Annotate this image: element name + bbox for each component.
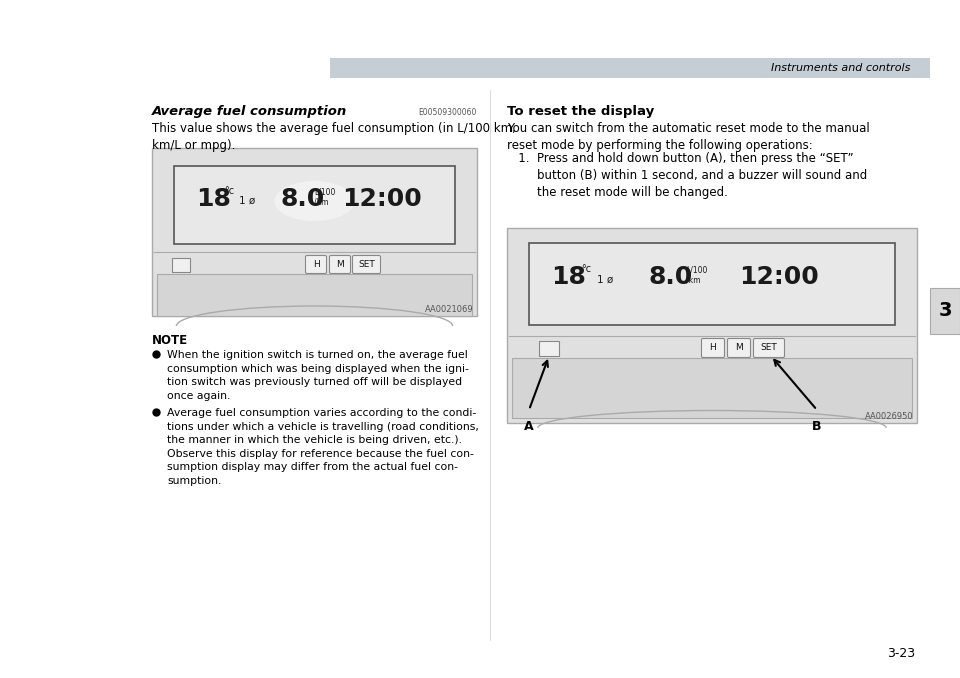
Bar bbox=[512, 358, 912, 418]
Text: AA0026950: AA0026950 bbox=[865, 412, 914, 421]
Text: 1 ø: 1 ø bbox=[597, 275, 613, 285]
Text: 12:00: 12:00 bbox=[739, 266, 819, 290]
FancyBboxPatch shape bbox=[305, 256, 326, 273]
Text: /km: /km bbox=[686, 276, 701, 285]
Text: E00509300060: E00509300060 bbox=[419, 108, 477, 117]
Text: 3-23: 3-23 bbox=[887, 647, 915, 660]
Text: This value shows the average fuel consumption (in L/100 km,
km/L or mpg).: This value shows the average fuel consum… bbox=[152, 122, 516, 152]
Text: 8.0: 8.0 bbox=[649, 266, 693, 290]
FancyBboxPatch shape bbox=[702, 338, 725, 357]
Text: 18: 18 bbox=[196, 186, 230, 211]
Text: M: M bbox=[336, 260, 344, 269]
Bar bbox=[172, 258, 190, 272]
FancyBboxPatch shape bbox=[329, 256, 350, 273]
Bar bbox=[539, 341, 559, 356]
Text: Average fuel consumption: Average fuel consumption bbox=[152, 105, 348, 118]
Text: L/100: L/100 bbox=[686, 266, 708, 275]
Text: 12:00: 12:00 bbox=[342, 186, 421, 211]
Bar bbox=[157, 274, 472, 316]
Text: You can switch from the automatic reset mode to the manual
reset mode by perform: You can switch from the automatic reset … bbox=[507, 122, 870, 152]
Text: When the ignition switch is turned on, the average fuel
consumption which was be: When the ignition switch is turned on, t… bbox=[167, 350, 468, 401]
Text: M: M bbox=[735, 344, 743, 353]
Text: A: A bbox=[524, 420, 534, 433]
Text: 18: 18 bbox=[551, 266, 586, 290]
Text: SET: SET bbox=[760, 344, 778, 353]
Text: Average fuel consumption varies according to the condi-
tions under which a vehi: Average fuel consumption varies accordin… bbox=[167, 408, 479, 486]
Text: B: B bbox=[812, 420, 822, 433]
Text: SET: SET bbox=[358, 260, 374, 269]
Bar bbox=[507, 228, 917, 423]
Text: 1.  Press and hold down button (A), then press the “SET”
        button (B) with: 1. Press and hold down button (A), then … bbox=[507, 152, 867, 199]
Bar bbox=[529, 243, 895, 325]
Text: AA0021069: AA0021069 bbox=[425, 305, 474, 314]
Text: /km: /km bbox=[314, 197, 328, 206]
Ellipse shape bbox=[275, 181, 354, 221]
Text: H: H bbox=[313, 260, 320, 269]
Text: L/100: L/100 bbox=[314, 187, 335, 196]
Text: °c: °c bbox=[224, 186, 234, 196]
Text: H: H bbox=[709, 344, 716, 353]
Bar bbox=[930, 288, 960, 334]
FancyBboxPatch shape bbox=[728, 338, 751, 357]
Text: To reset the display: To reset the display bbox=[507, 105, 655, 118]
FancyBboxPatch shape bbox=[754, 338, 784, 357]
Text: 1 ø: 1 ø bbox=[239, 196, 255, 205]
Text: 3: 3 bbox=[938, 302, 951, 321]
Text: °c: °c bbox=[581, 264, 591, 275]
Bar bbox=[174, 166, 455, 244]
Text: 8.0: 8.0 bbox=[281, 186, 325, 211]
Text: NOTE: NOTE bbox=[152, 334, 188, 347]
Bar bbox=[152, 148, 477, 316]
FancyBboxPatch shape bbox=[352, 256, 380, 273]
Text: Instruments and controls: Instruments and controls bbox=[771, 63, 910, 73]
Bar bbox=[330, 58, 930, 78]
